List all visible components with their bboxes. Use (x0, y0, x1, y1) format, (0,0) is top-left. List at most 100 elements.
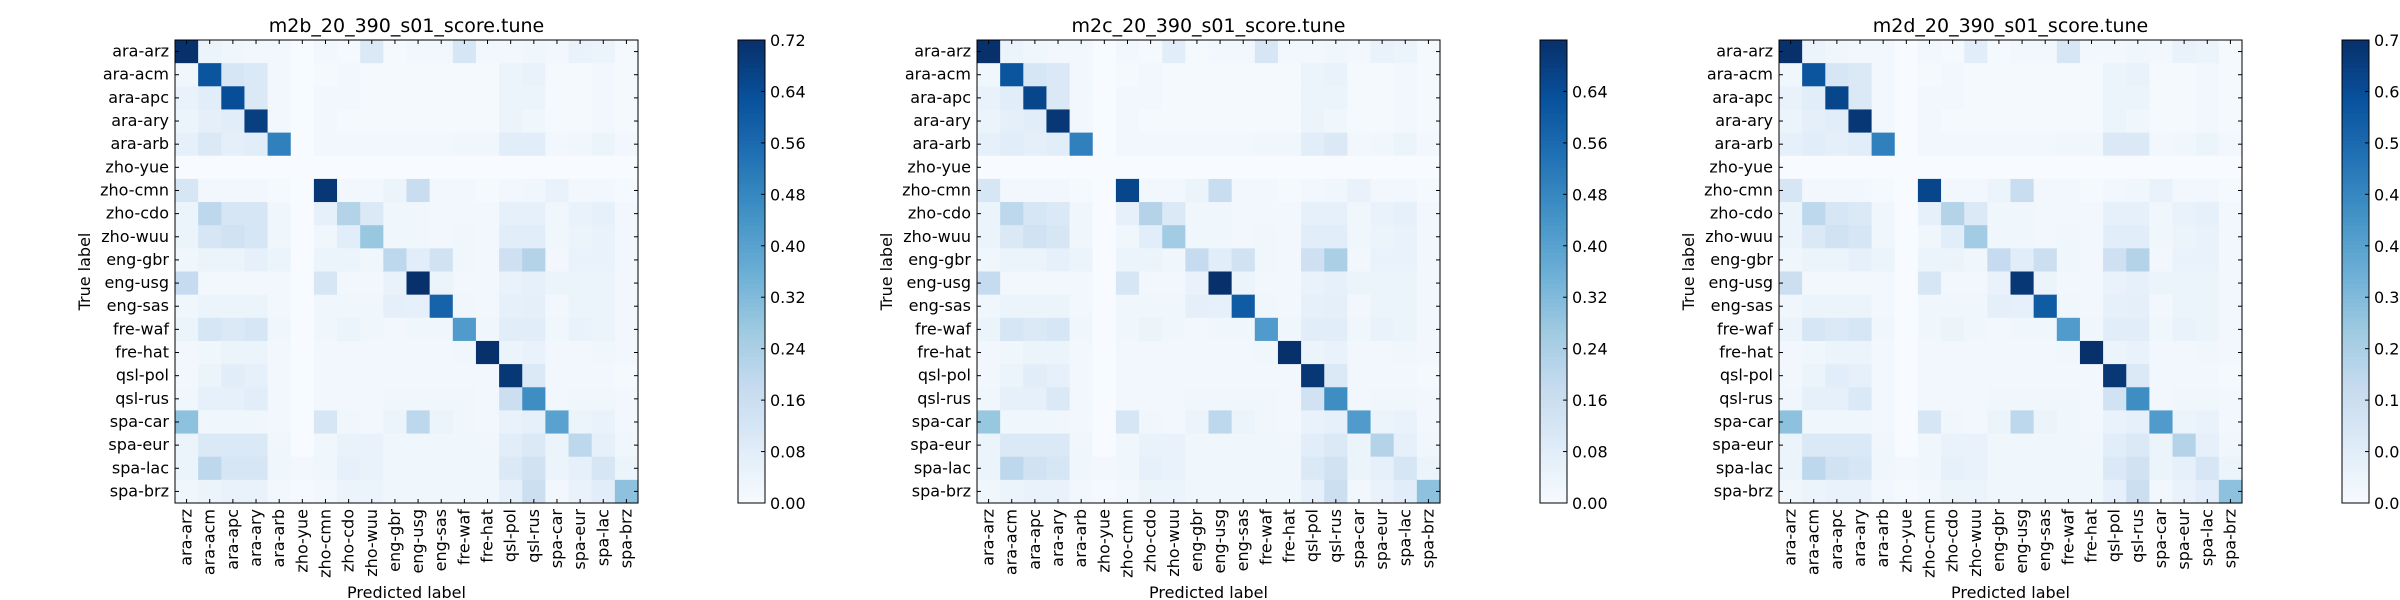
heatmap-cell (290, 178, 315, 203)
colorbar-segment (1540, 55, 1567, 60)
heatmap-cell (175, 294, 199, 319)
heatmap-cell (1871, 317, 1896, 342)
colorbar-segment (2342, 406, 2369, 411)
heatmap-cell (2195, 63, 2220, 87)
heatmap-cell (2172, 40, 2197, 64)
colorbar-segment (1540, 128, 1567, 134)
heatmap-cell (2126, 40, 2150, 64)
heatmap-cell (1894, 271, 1919, 296)
heatmap-cell (591, 178, 616, 203)
heatmap-cell (2056, 479, 2081, 504)
heatmap-cell (1779, 456, 1803, 481)
colorbar-segment (1540, 148, 1567, 153)
heatmap-cell (522, 155, 546, 180)
heatmap-cell (977, 248, 1001, 273)
heatmap-cell (175, 433, 199, 458)
heatmap-cell (499, 225, 523, 249)
heatmap-cell (545, 40, 570, 64)
heatmap-cell (198, 387, 222, 411)
heatmap-cell (429, 294, 454, 319)
colorbar-segment (1540, 487, 1567, 493)
heatmap-cell (1416, 410, 1441, 435)
heatmap-cell (1115, 86, 1140, 111)
heatmap-cell (1941, 456, 1965, 481)
heatmap-cell (1347, 456, 1372, 481)
heatmap-cell (1115, 271, 1140, 296)
heatmap-cell (1046, 202, 1071, 226)
heatmap-cell (313, 433, 338, 458)
heatmap-cell (2079, 410, 2104, 435)
heatmap-cell (1046, 63, 1071, 87)
heatmap-cell (1848, 271, 1873, 296)
heatmap-cell (1185, 109, 1210, 134)
heatmap-cell (1848, 364, 1873, 388)
colorbar-segment (2342, 286, 2369, 292)
heatmap-cell (1987, 364, 2012, 388)
x-tick-label: fre-hat (1280, 509, 1299, 563)
heatmap-cell (1185, 271, 1210, 296)
heatmap-cell (452, 364, 477, 388)
heatmap-cell (1301, 433, 1325, 458)
heatmap-cell (545, 225, 570, 249)
heatmap-cell (2079, 387, 2104, 411)
heatmap-cell (1416, 271, 1441, 296)
heatmap-cell (475, 63, 500, 87)
colorbar-segment (1540, 475, 1567, 481)
heatmap-cell (1917, 387, 1942, 411)
heatmap-cell (1115, 109, 1140, 134)
heatmap-cell (475, 387, 500, 411)
heatmap-cell (1115, 456, 1140, 481)
colorbar-segment (2342, 128, 2369, 134)
x-tick-label: zho-yue (1094, 509, 1113, 573)
heatmap-cell (244, 317, 269, 342)
heatmap-cell (2010, 248, 2035, 273)
heatmap-cell (1301, 248, 1325, 273)
heatmap-cell (2218, 202, 2243, 226)
heatmap-cell (1941, 317, 1965, 342)
colorbar-segment (1540, 248, 1567, 253)
colorbar-segment (738, 140, 765, 145)
y-tick-label: fre-waf (915, 319, 971, 338)
heatmap-cell (591, 433, 616, 458)
heatmap-cell (1000, 248, 1024, 273)
colorbar-segment (738, 67, 765, 72)
heatmap-cell (2010, 387, 2035, 411)
heatmap-cell (591, 155, 616, 180)
heatmap-cell (1871, 63, 1896, 87)
colorbar-tick-label: 0.48 (1572, 185, 1608, 204)
heatmap-cell (1917, 86, 1942, 111)
heatmap-cell (1370, 340, 1395, 365)
colorbar-segment (738, 47, 765, 53)
heatmap-cell (2033, 340, 2058, 365)
heatmap-cell (591, 271, 616, 296)
heatmap-cell (1917, 132, 1942, 157)
colorbar-segment (738, 55, 765, 60)
x-tick-label: eng-sas (431, 509, 450, 571)
heatmap-cell (591, 202, 616, 226)
colorbar-segment (738, 348, 765, 354)
heatmap-cell (1277, 294, 1302, 319)
heatmap-cell (175, 202, 199, 226)
heatmap-cell (2126, 479, 2150, 504)
y-tick-label: zho-cdo (1710, 204, 1773, 223)
colorbar-segment (738, 182, 765, 188)
colorbar-segment (738, 78, 765, 84)
colorbar-segment (1540, 178, 1567, 184)
colorbar-segment (738, 364, 765, 369)
heatmap-cell (1277, 317, 1302, 342)
heatmap-cell (290, 63, 315, 87)
heatmap-cell (568, 109, 593, 134)
heatmap-cell (545, 294, 570, 319)
heatmap-cell (1964, 202, 1988, 226)
colorbar-segment (1540, 132, 1567, 138)
heatmap-cell (267, 271, 292, 296)
heatmap-cell (1779, 410, 1803, 435)
colorbar-segment (2342, 209, 2369, 215)
heatmap-cell (2126, 317, 2150, 342)
heatmap-cell (1069, 456, 1094, 481)
heatmap-cell (2033, 178, 2058, 203)
heatmap-cell (2172, 132, 2197, 157)
heatmap-cell (1802, 410, 1826, 435)
heatmap-cell (337, 317, 361, 342)
